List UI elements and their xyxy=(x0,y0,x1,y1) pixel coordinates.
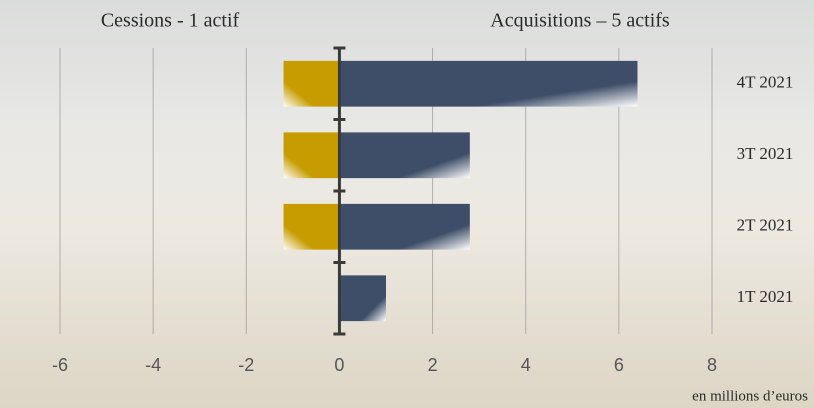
bar xyxy=(283,60,340,107)
category-label: 1T 2021 xyxy=(737,287,794,306)
bar xyxy=(283,203,340,250)
x-tick-label: -2 xyxy=(238,355,254,375)
bar xyxy=(339,203,470,250)
unit-label: en millions d’euros xyxy=(692,388,808,404)
x-tick-label: -4 xyxy=(145,355,161,375)
category-label: 4T 2021 xyxy=(737,73,794,92)
category-label: 2T 2021 xyxy=(737,216,794,235)
bar xyxy=(339,132,470,179)
right-heading: Acquisitions – 5 actifs xyxy=(490,10,670,32)
x-tick-label: 4 xyxy=(521,355,531,375)
x-tick-label: -6 xyxy=(52,355,68,375)
x-tick-label: 8 xyxy=(707,355,717,375)
x-tick-label: 0 xyxy=(334,355,344,375)
bar xyxy=(283,132,340,179)
bar xyxy=(339,60,638,107)
x-tick-label: 6 xyxy=(614,355,624,375)
bar xyxy=(339,275,386,322)
category-label: 3T 2021 xyxy=(737,144,794,163)
x-tick-label: 2 xyxy=(428,355,438,375)
left-heading: Cessions - 1 actif xyxy=(101,10,240,32)
